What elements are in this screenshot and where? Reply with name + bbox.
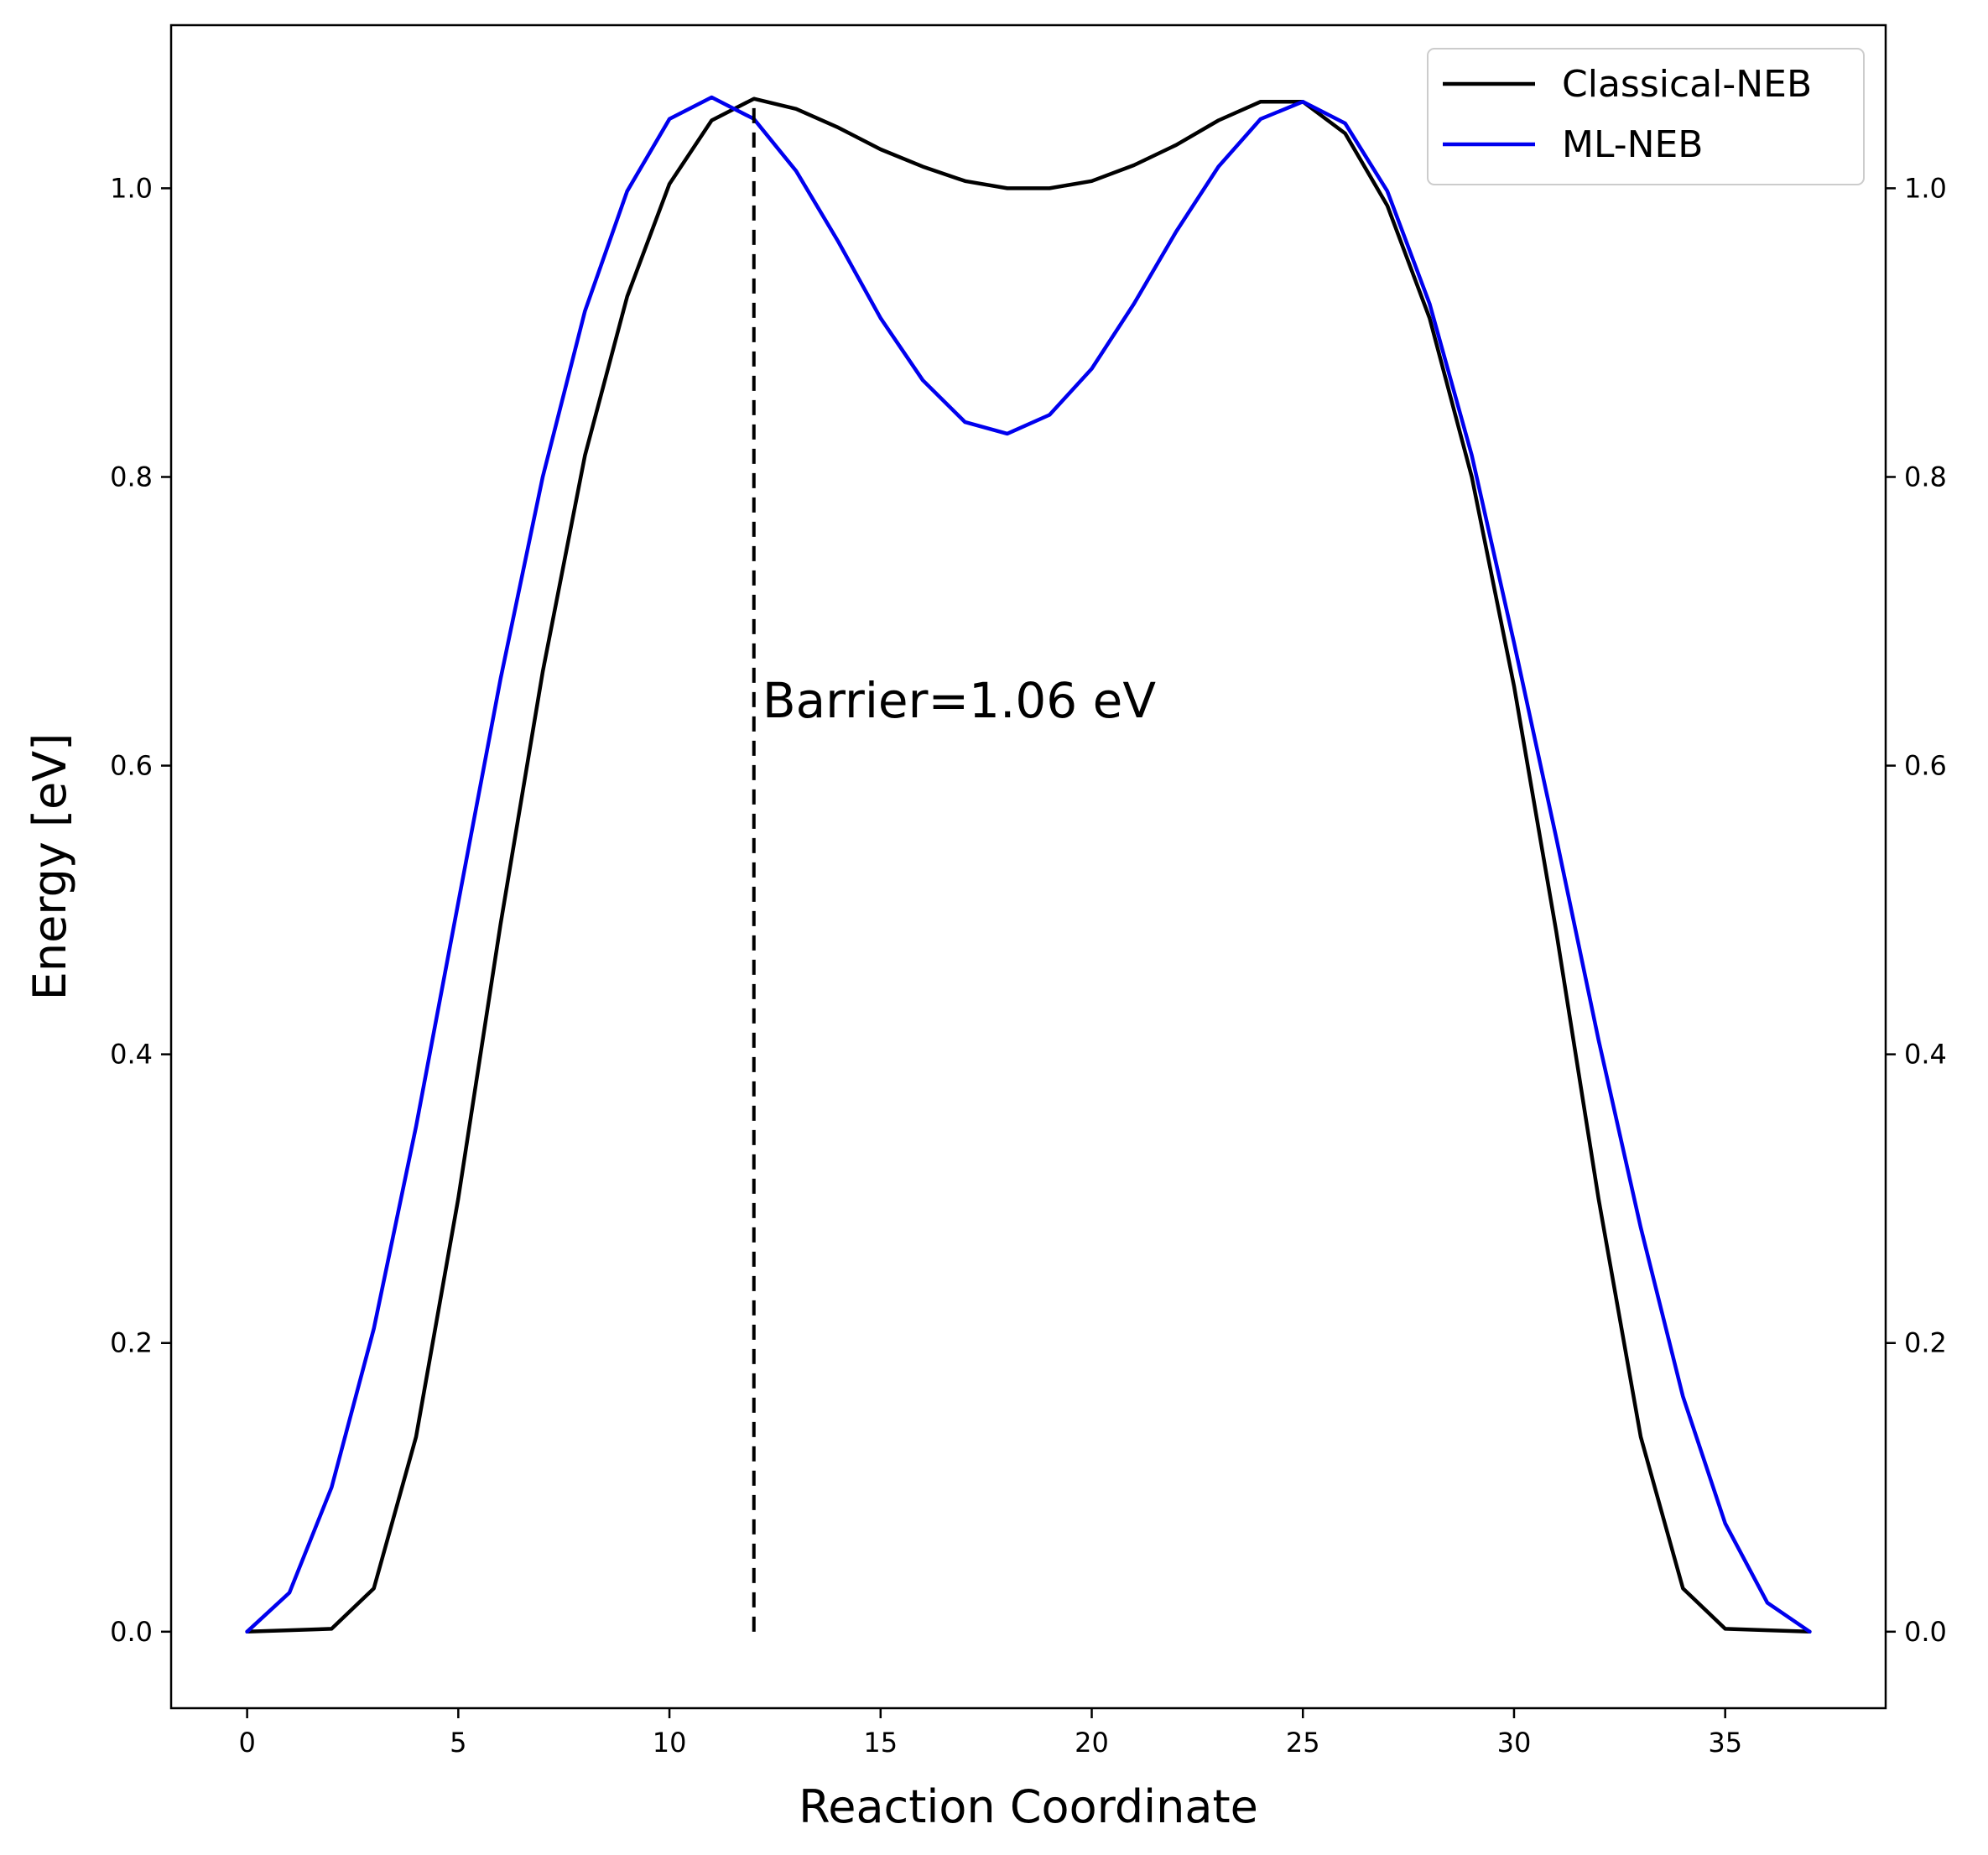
y-tick-label-left: 0.0 <box>110 1616 153 1648</box>
y-tick-label-left: 0.4 <box>110 1039 153 1071</box>
x-tick-label: 20 <box>1075 1727 1109 1759</box>
series-line-ml-neb <box>245 95 1812 1634</box>
x-tick-label: 25 <box>1286 1727 1320 1759</box>
y-tick-label-left: 0.2 <box>110 1327 153 1359</box>
legend-label-classical-neb: Classical-NEB <box>1562 63 1812 106</box>
x-axis-title: Reaction Coordinate <box>799 1780 1258 1833</box>
legend-label-ml-neb: ML-NEB <box>1562 123 1703 166</box>
plot-frame <box>169 23 1887 1710</box>
x-tick-label: 15 <box>863 1727 898 1759</box>
series-line-classical-neb <box>245 96 1812 1634</box>
y-tick-label-left: 0.8 <box>110 461 153 492</box>
x-tick-label: 0 <box>238 1727 255 1759</box>
x-tick-label: 10 <box>653 1727 687 1759</box>
barrier-annotation: Barrier=1.06 eV <box>762 672 1157 729</box>
y-tick-label-right: 0.6 <box>1904 750 1947 782</box>
y-tick-label-right: 0.2 <box>1904 1327 1947 1359</box>
x-tick-label: 30 <box>1497 1727 1532 1759</box>
y-tick-label-left: 1.0 <box>110 172 153 204</box>
plot-area <box>171 25 1886 1708</box>
x-tick-label: 35 <box>1708 1727 1742 1759</box>
y-tick-label-right: 0.8 <box>1904 461 1947 492</box>
y-tick-label-right: 0.4 <box>1904 1039 1947 1071</box>
x-tick-label: 5 <box>450 1727 466 1759</box>
legend: Classical-NEB ML-NEB <box>1427 48 1865 185</box>
legend-box <box>1427 48 1865 185</box>
y-tick-label-right: 0.0 <box>1904 1616 1947 1648</box>
y-tick-label-left: 0.6 <box>110 750 153 782</box>
y-tick-label-right: 1.0 <box>1904 172 1947 204</box>
y-axis-title: Energy [eV] <box>23 733 76 1001</box>
